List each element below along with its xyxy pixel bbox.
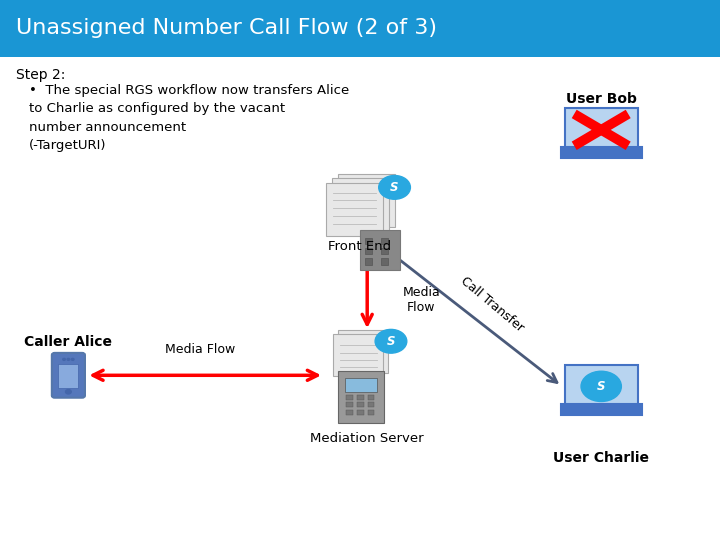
FancyBboxPatch shape [365,258,372,265]
FancyBboxPatch shape [0,0,720,57]
Text: S: S [387,335,395,348]
FancyBboxPatch shape [332,178,389,232]
Text: Media
Flow: Media Flow [402,286,440,314]
FancyBboxPatch shape [338,371,384,423]
FancyBboxPatch shape [346,410,353,415]
Circle shape [581,372,621,402]
Text: Unassigned Number Call Flow (2 of 3): Unassigned Number Call Flow (2 of 3) [16,18,437,38]
Circle shape [375,329,407,353]
Text: •  The special RGS workflow now transfers Alice
to Charlie as configured by the : • The special RGS workflow now transfers… [29,84,349,152]
FancyBboxPatch shape [381,238,388,244]
FancyBboxPatch shape [565,364,638,408]
FancyBboxPatch shape [381,258,388,265]
FancyBboxPatch shape [360,230,400,270]
Text: Mediation Server: Mediation Server [310,432,424,445]
FancyBboxPatch shape [338,330,388,373]
FancyBboxPatch shape [381,248,388,254]
Text: Caller Alice: Caller Alice [24,335,112,349]
FancyBboxPatch shape [345,378,377,392]
FancyBboxPatch shape [368,402,374,407]
FancyBboxPatch shape [560,147,642,158]
Text: Step 2:: Step 2: [16,68,66,82]
FancyBboxPatch shape [365,238,372,244]
FancyBboxPatch shape [333,334,383,376]
Circle shape [67,359,70,360]
FancyBboxPatch shape [346,395,353,400]
FancyBboxPatch shape [357,402,364,407]
Text: Media Flow: Media Flow [165,343,235,356]
FancyBboxPatch shape [338,174,395,227]
Circle shape [71,359,74,360]
Text: Front End: Front End [328,240,392,253]
Circle shape [63,359,66,360]
Text: S: S [597,380,606,393]
Text: S: S [390,181,399,194]
FancyBboxPatch shape [326,183,383,236]
Circle shape [379,176,410,199]
FancyBboxPatch shape [365,248,372,254]
FancyBboxPatch shape [357,410,364,415]
FancyBboxPatch shape [565,108,638,152]
FancyBboxPatch shape [346,402,353,407]
Circle shape [66,390,71,394]
FancyBboxPatch shape [368,395,374,400]
Text: User Charlie: User Charlie [553,451,649,465]
Text: Call Transfer: Call Transfer [459,274,526,335]
FancyBboxPatch shape [368,410,374,415]
FancyBboxPatch shape [52,353,85,397]
FancyBboxPatch shape [357,395,364,400]
FancyBboxPatch shape [560,404,642,415]
Text: User Bob: User Bob [566,92,636,106]
FancyBboxPatch shape [58,364,78,388]
